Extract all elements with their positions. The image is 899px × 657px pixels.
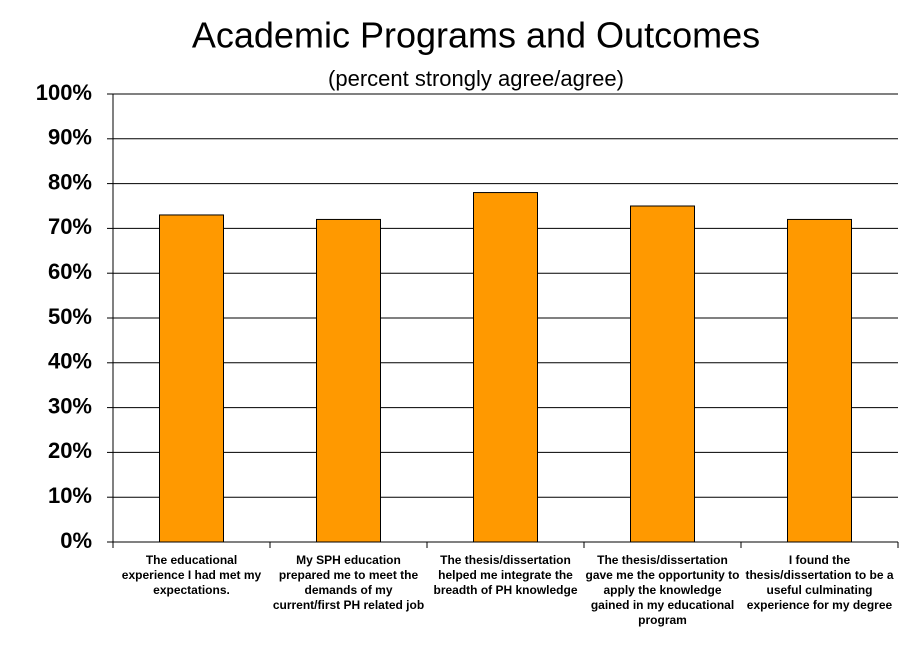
y-tick-label: 80% xyxy=(48,169,92,194)
bar xyxy=(473,192,538,543)
y-tick-label: 0% xyxy=(60,528,92,553)
x-tick-label: The thesis/dissertation helped me integr… xyxy=(433,553,578,597)
x-tick-label: The thesis/dissertation gave me the oppo… xyxy=(585,553,740,627)
y-tick-label: 70% xyxy=(48,214,92,239)
y-tick-label: 50% xyxy=(48,304,92,329)
chart-subtitle: (percent strongly agree/agree) xyxy=(328,66,624,91)
bar xyxy=(630,205,695,543)
y-tick-label: 10% xyxy=(48,483,92,508)
x-tick-label: I found the thesis/dissertation to be a … xyxy=(745,553,894,612)
y-tick-label: 60% xyxy=(48,259,92,284)
bar xyxy=(316,218,381,543)
y-tick-label: 90% xyxy=(48,125,92,150)
bar xyxy=(159,214,224,543)
x-tick-label: My SPH education prepared me to meet the… xyxy=(272,553,425,612)
bar xyxy=(787,218,852,543)
y-tick-label: 40% xyxy=(48,349,92,374)
y-tick-label: 100% xyxy=(36,80,92,105)
chart-title: Academic Programs and Outcomes xyxy=(192,15,760,56)
y-tick-label: 20% xyxy=(48,438,92,463)
y-tick-label: 30% xyxy=(48,393,92,418)
x-tick-label: The educational experience I had met my … xyxy=(121,553,262,597)
